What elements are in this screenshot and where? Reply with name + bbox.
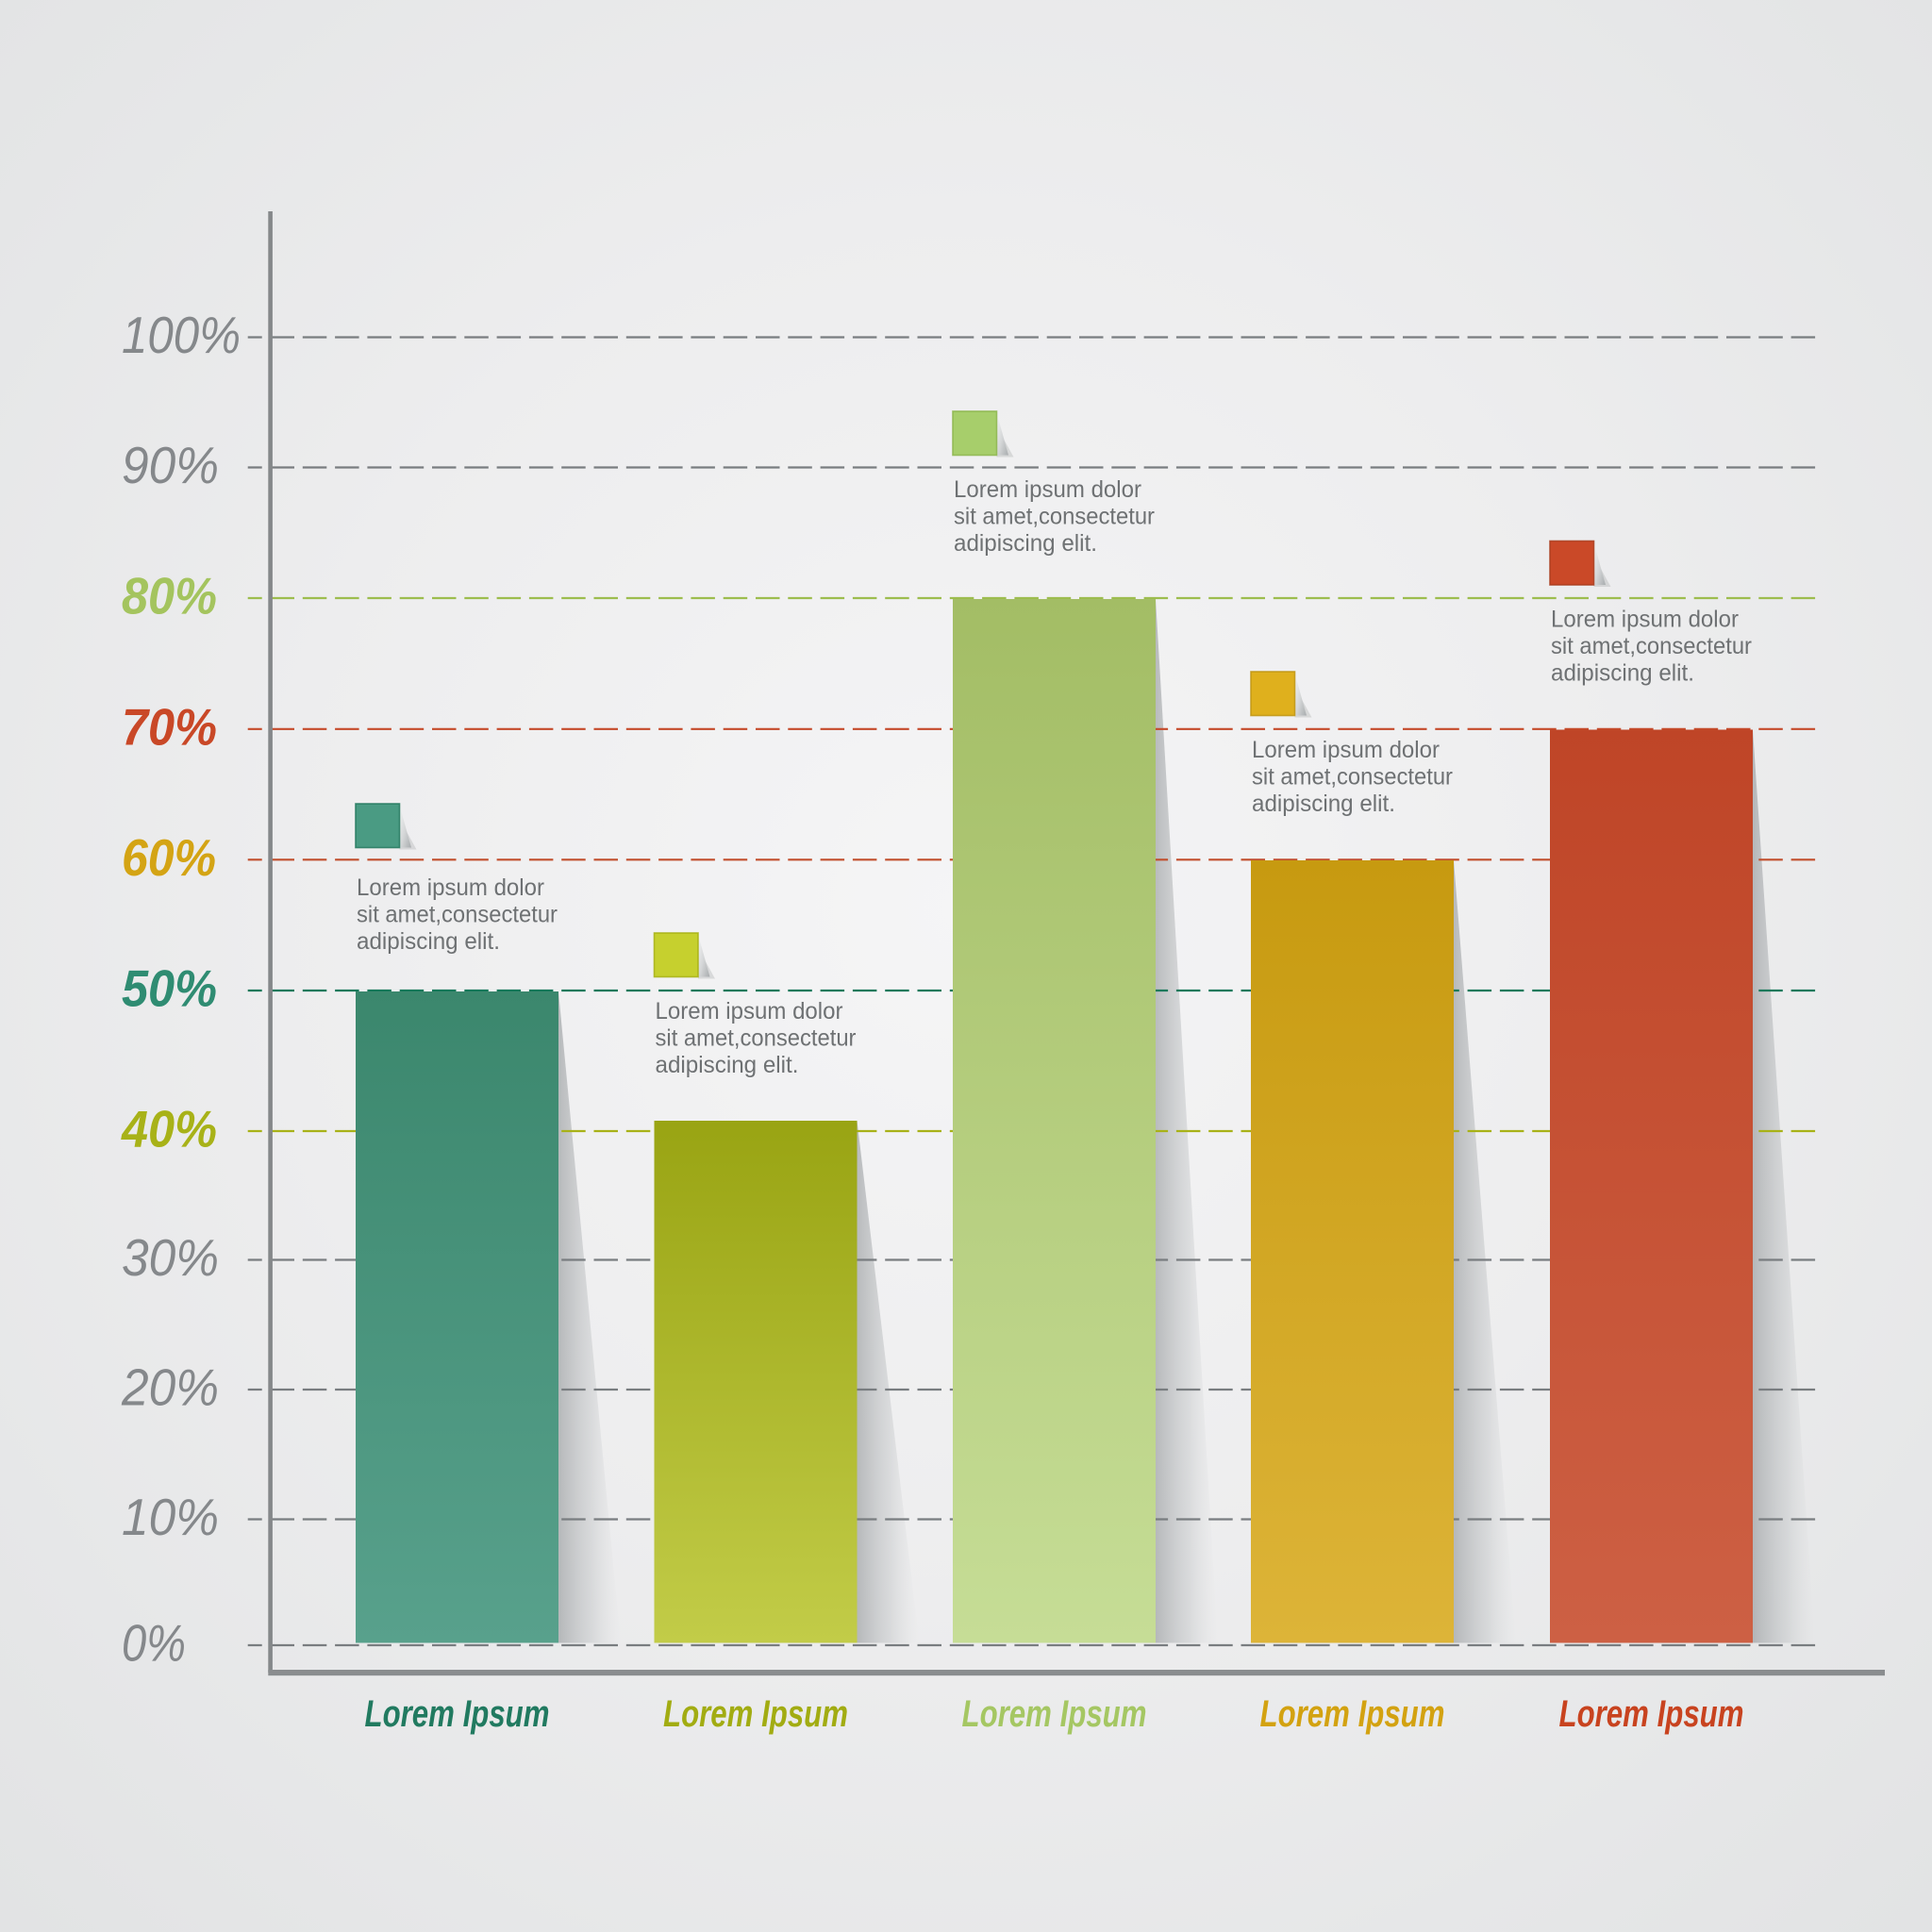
svg-text:adipiscing elit.: adipiscing elit. — [1551, 660, 1694, 687]
svg-text:30%: 30% — [122, 1228, 219, 1287]
svg-text:Lorem ipsum dolor: Lorem ipsum dolor — [656, 998, 843, 1024]
svg-text:100%: 100% — [122, 306, 241, 364]
svg-text:60%: 60% — [122, 828, 216, 887]
svg-text:adipiscing elit.: adipiscing elit. — [357, 928, 500, 955]
svg-text:80%: 80% — [122, 567, 217, 625]
svg-text:Lorem ipsum dolor: Lorem ipsum dolor — [954, 476, 1141, 503]
svg-text:sit amet,consectetur: sit amet,consectetur — [357, 902, 558, 928]
svg-text:50%: 50% — [122, 959, 217, 1018]
svg-text:adipiscing elit.: adipiscing elit. — [1252, 791, 1395, 817]
svg-text:sit amet,consectetur: sit amet,consectetur — [1252, 764, 1453, 791]
svg-text:Lorem ipsum dolor: Lorem ipsum dolor — [357, 874, 544, 901]
svg-text:20%: 20% — [121, 1358, 219, 1417]
svg-text:adipiscing elit.: adipiscing elit. — [954, 530, 1097, 557]
svg-text:sit amet,consectetur: sit amet,consectetur — [656, 1025, 857, 1052]
svg-text:Lorem ipsum dolor: Lorem ipsum dolor — [1551, 607, 1739, 633]
svg-text:10%: 10% — [122, 1488, 219, 1546]
svg-text:Lorem Ipsum: Lorem Ipsum — [1559, 1693, 1744, 1735]
svg-text:Lorem Ipsum: Lorem Ipsum — [1260, 1693, 1445, 1735]
svg-text:Lorem Ipsum: Lorem Ipsum — [365, 1693, 550, 1735]
svg-text:90%: 90% — [122, 436, 219, 494]
svg-text:0%: 0% — [122, 1614, 186, 1673]
svg-text:adipiscing elit.: adipiscing elit. — [656, 1052, 799, 1078]
svg-text:70%: 70% — [122, 697, 217, 756]
svg-text:40%: 40% — [121, 1100, 217, 1158]
svg-text:sit amet,consectetur: sit amet,consectetur — [1551, 633, 1752, 659]
svg-text:sit amet,consectetur: sit amet,consectetur — [954, 504, 1155, 530]
svg-text:Lorem ipsum dolor: Lorem ipsum dolor — [1252, 737, 1440, 763]
svg-text:Lorem Ipsum: Lorem Ipsum — [663, 1693, 848, 1735]
svg-text:Lorem Ipsum: Lorem Ipsum — [962, 1693, 1147, 1735]
